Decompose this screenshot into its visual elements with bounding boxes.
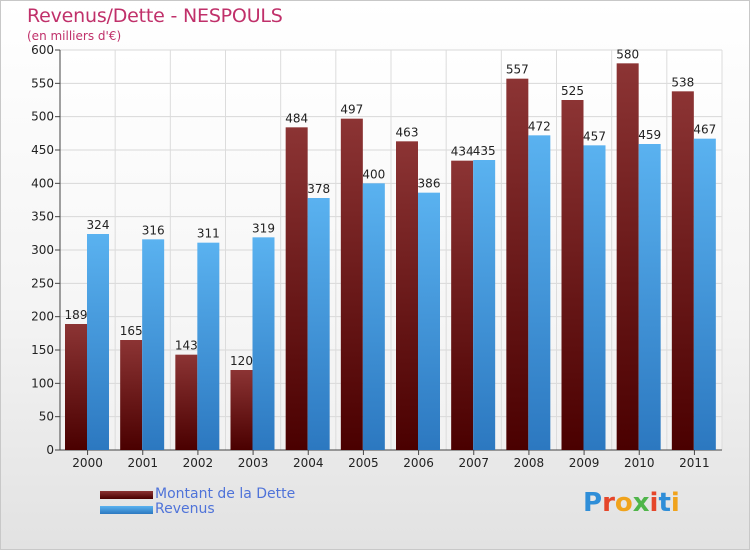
data-label-debt-2008: 557 xyxy=(506,63,529,77)
logo-letter: t xyxy=(658,488,671,518)
data-label-debt-2010: 580 xyxy=(616,47,639,61)
data-label-revenus-2004: 378 xyxy=(307,182,330,196)
y-tick-label-50: 50 xyxy=(39,410,54,424)
x-tick-label-2002: 2002 xyxy=(183,456,214,470)
bar-revenus-2005 xyxy=(362,183,385,451)
bar-debt-2003 xyxy=(230,370,253,450)
bar-debt-2004 xyxy=(285,127,308,450)
bar-debt-2010 xyxy=(616,63,639,450)
data-label-revenus-2011: 467 xyxy=(693,123,716,137)
x-tick-label-2009: 2009 xyxy=(569,456,600,470)
data-label-revenus-2007: 435 xyxy=(473,144,496,158)
logo-letter: P xyxy=(583,488,603,518)
bar-debt-2005 xyxy=(340,118,363,451)
x-tick-label-2007: 2007 xyxy=(458,456,489,470)
legend-label-revenus: Revenus xyxy=(155,501,215,517)
data-label-revenus-2009: 457 xyxy=(583,129,606,143)
proxiti-logo: Proxiti xyxy=(583,488,680,518)
legend-swatch-revenus xyxy=(100,506,153,514)
y-tick-label-150: 150 xyxy=(31,343,54,357)
data-label-debt-2005: 497 xyxy=(340,103,363,117)
logo-letter: o xyxy=(614,488,633,518)
x-tick-label-2011: 2011 xyxy=(679,456,710,470)
bar-debt-2009 xyxy=(561,100,584,450)
x-tick-label-2001: 2001 xyxy=(127,456,158,470)
data-label-debt-2006: 463 xyxy=(396,125,419,139)
bar-revenus-2003 xyxy=(252,237,275,450)
logo-letter: i xyxy=(649,488,659,518)
bar-revenus-2000 xyxy=(87,234,109,450)
data-label-revenus-2010: 459 xyxy=(638,128,661,142)
bar-revenus-2008 xyxy=(528,135,551,451)
x-tick-label-2003: 2003 xyxy=(238,456,269,470)
bar-debt-2006 xyxy=(396,141,418,451)
logo-letter: i xyxy=(670,488,680,518)
bar-debt-2000 xyxy=(65,324,87,450)
data-label-debt-2007: 434 xyxy=(451,145,474,159)
x-tick-label-2004: 2004 xyxy=(293,456,324,470)
bar-debt-2008 xyxy=(506,78,529,451)
data-label-debt-2002: 143 xyxy=(175,339,198,353)
data-label-debt-2009: 525 xyxy=(561,84,584,98)
data-label-debt-2004: 484 xyxy=(285,111,308,125)
bar-revenus-2009 xyxy=(583,145,606,451)
bar-revenus-2007 xyxy=(473,160,496,450)
bar-revenus-2006 xyxy=(418,192,440,450)
logo-letter: r xyxy=(602,488,615,518)
bar-revenus-2010 xyxy=(638,144,661,450)
data-label-revenus-2006: 386 xyxy=(418,177,441,191)
data-label-revenus-2003: 319 xyxy=(252,221,275,235)
data-label-revenus-2002: 311 xyxy=(197,227,220,241)
y-tick-label-450: 450 xyxy=(31,143,54,157)
y-tick-label-200: 200 xyxy=(31,310,54,324)
bar-debt-2007 xyxy=(451,160,474,450)
bar-revenus-2004 xyxy=(307,198,330,450)
y-tick-label-400: 400 xyxy=(31,176,54,190)
logo-letter: x xyxy=(632,488,650,518)
data-label-revenus-2001: 316 xyxy=(142,223,165,237)
bar-revenus-2011 xyxy=(693,138,716,450)
data-label-revenus-2008: 472 xyxy=(528,119,551,133)
bar-debt-2002 xyxy=(175,354,198,450)
y-tick-label-300: 300 xyxy=(31,243,54,257)
data-label-debt-2011: 538 xyxy=(671,75,694,89)
y-tick-label-550: 550 xyxy=(31,76,54,90)
y-tick-label-0: 0 xyxy=(46,443,54,457)
chart-title: Revenus/Dette - NESPOULS xyxy=(27,5,283,27)
x-tick-label-2006: 2006 xyxy=(403,456,434,470)
data-label-debt-2003: 120 xyxy=(230,354,253,368)
data-label-revenus-2000: 324 xyxy=(87,218,110,232)
bar-debt-2001 xyxy=(120,340,143,450)
data-label-debt-2000: 189 xyxy=(65,308,88,322)
bar-revenus-2002 xyxy=(197,242,220,450)
legend-swatch-debt xyxy=(100,491,153,499)
x-tick-label-2008: 2008 xyxy=(514,456,545,470)
data-label-debt-2001: 165 xyxy=(120,324,143,338)
y-tick-label-600: 600 xyxy=(31,43,54,57)
legend-label-debt: Montant de la Dette xyxy=(155,486,296,502)
data-label-revenus-2005: 400 xyxy=(362,167,385,181)
x-tick-label-2010: 2010 xyxy=(624,456,655,470)
y-tick-label-250: 250 xyxy=(31,276,54,290)
bar-revenus-2001 xyxy=(142,239,165,450)
y-tick-label-100: 100 xyxy=(31,376,54,390)
x-tick-label-2000: 2000 xyxy=(72,456,103,470)
x-tick-label-2005: 2005 xyxy=(348,456,379,470)
y-tick-label-500: 500 xyxy=(31,110,54,124)
y-tick-label-350: 350 xyxy=(31,210,54,224)
chart-subtitle: (en milliers d'€) xyxy=(27,29,122,43)
bar-debt-2011 xyxy=(671,91,694,450)
